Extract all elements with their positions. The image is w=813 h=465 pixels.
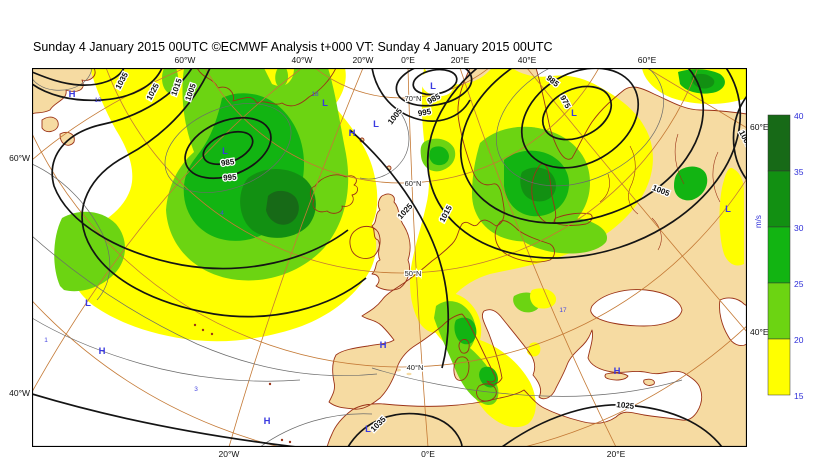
- pressure-center: H: [69, 89, 76, 100]
- lon-label-top: 40°E: [517, 55, 537, 65]
- map-canvas: 70°N 60°N 50°N 40°N 1035 1025 1015 1005 …: [32, 68, 747, 447]
- lon-label-left: 60°W: [9, 153, 30, 163]
- lon-label-bottom: 20°E: [606, 449, 626, 459]
- spot-value: 13: [94, 97, 102, 104]
- lat-label: 60°N: [405, 179, 422, 188]
- pressure-center: L: [85, 298, 91, 309]
- colorbar-tick: 30: [794, 223, 804, 233]
- thin-contours: [32, 68, 683, 447]
- isobar-label: 1025: [616, 400, 635, 411]
- spot-value: 1: [44, 337, 48, 344]
- lon-label-bottom: 20°W: [218, 449, 240, 459]
- colorbar-band-20-25: [767, 282, 791, 340]
- colorbar-band-25-30: [767, 226, 791, 284]
- pressure-center: L: [430, 81, 436, 92]
- spot-value: 3: [194, 386, 198, 393]
- lon-label-top: 20°E: [450, 55, 470, 65]
- colorbar-tick: 20: [794, 335, 804, 345]
- colorbar-unit-label: m/s: [754, 215, 763, 228]
- lon-label-right: 60°E: [750, 122, 769, 132]
- pressure-center: H: [349, 128, 356, 139]
- pressure-center: L: [571, 108, 577, 119]
- colorbar-tick: 35: [794, 167, 804, 177]
- lat-label: 50°N: [405, 269, 422, 278]
- pressure-center: L: [725, 204, 731, 215]
- isobars: [32, 68, 747, 447]
- spot-value: 4: [220, 210, 224, 217]
- lat-label: 40°N: [407, 363, 424, 372]
- lon-label-left: 40°W: [9, 388, 30, 398]
- pressure-center: L: [373, 119, 379, 130]
- pressure-center: L: [322, 98, 328, 109]
- isobar-label: 985: [220, 157, 235, 168]
- colorbar-band-35-40: [767, 114, 791, 172]
- lon-label-top: 60°E: [637, 55, 657, 65]
- lon-label-top: 40°W: [291, 55, 313, 65]
- colorbar-tick: 40: [794, 111, 804, 121]
- map-border: [32, 68, 747, 447]
- pressure-center: L: [365, 424, 371, 435]
- lat-label: 70°N: [405, 94, 422, 103]
- lon-label-top: 0°E: [401, 55, 415, 65]
- wind-speed-shading: [54, 68, 747, 428]
- pressure-center: H: [380, 340, 387, 351]
- graticule: [32, 68, 747, 447]
- lon-label-bottom: 0°E: [421, 449, 435, 459]
- chart-title-line1: Sunday 4 January 2015 00UTC ©ECMWF Analy…: [33, 40, 553, 54]
- weather-map: 70°N 60°N 50°N 40°N 1035 1025 1015 1005 …: [32, 68, 747, 447]
- colorbar-band-30-35: [767, 170, 791, 228]
- wind-speed-colorbar: m/s 40 35 30 25 20 15: [754, 111, 804, 401]
- isobar-label: 1005: [737, 129, 747, 149]
- lon-label-top: 20°W: [352, 55, 374, 65]
- colorbar-tick: 15: [794, 391, 804, 401]
- colorbar-band-15-20: [767, 338, 791, 396]
- lon-label-top: 60°W: [174, 55, 196, 65]
- isobar-label: 995: [417, 107, 432, 118]
- river-lines: [599, 133, 721, 251]
- spot-value: 18: [311, 91, 319, 98]
- pressure-center: L: [222, 146, 228, 157]
- spot-value: 17: [559, 307, 567, 314]
- colorbar-tick: 25: [794, 279, 804, 289]
- lon-label-right: 40°E: [750, 327, 769, 337]
- pressure-center: H: [264, 416, 271, 427]
- pressure-center: H: [99, 346, 106, 357]
- isobar-label: 995: [223, 173, 237, 183]
- pressure-center: H: [614, 366, 621, 377]
